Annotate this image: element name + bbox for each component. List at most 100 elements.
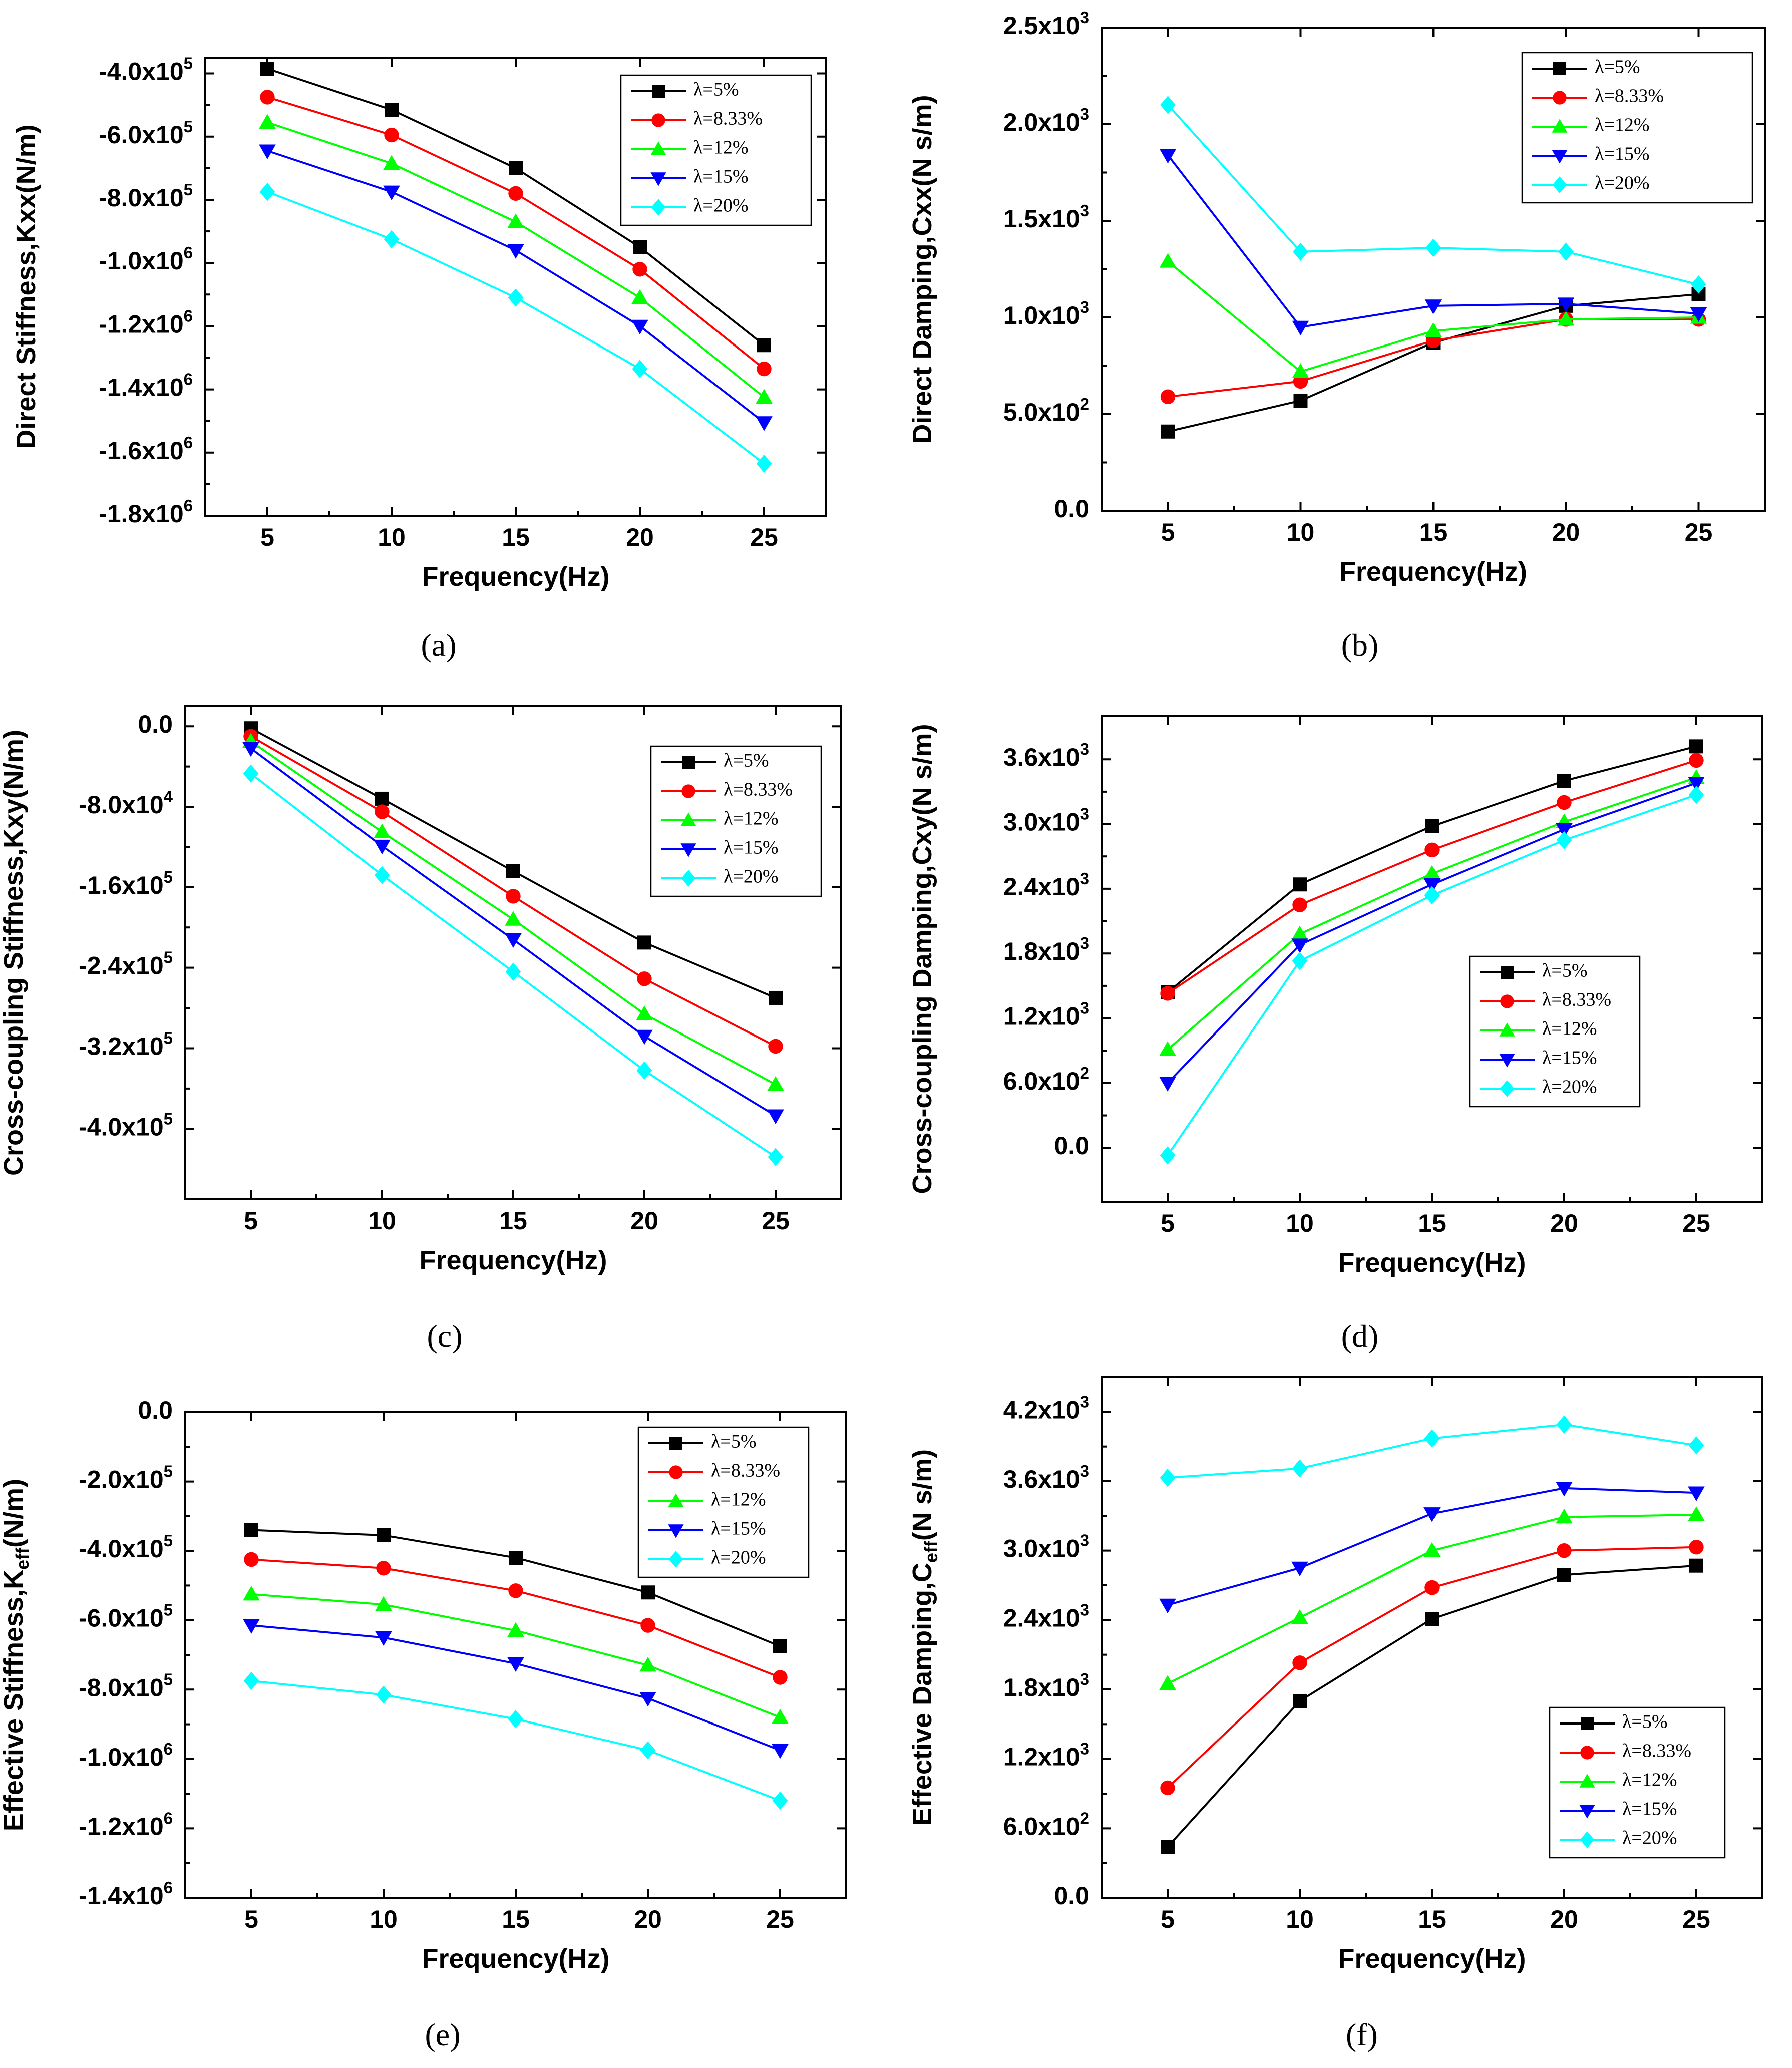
y-tick-label: -2.4x105 — [79, 948, 173, 979]
data-point — [243, 1671, 259, 1690]
series-line — [1167, 260, 1699, 373]
legend-marker — [1553, 62, 1566, 75]
legend-label: λ=15% — [1595, 144, 1650, 165]
legend-label: λ=12% — [1542, 1018, 1597, 1040]
data-point — [637, 935, 651, 950]
data-point — [375, 1596, 392, 1611]
legend-label: λ=20% — [1622, 1828, 1677, 1849]
y-tick-label: 0.0 — [138, 710, 173, 738]
legend-marker — [650, 172, 666, 186]
panel-caption: (d) — [1341, 1318, 1379, 1354]
data-point — [1293, 242, 1308, 261]
data-point — [641, 1585, 655, 1600]
data-point — [631, 319, 648, 335]
legend: λ=5% λ=8.33% λ=12% λ=15% λ=20% — [1521, 52, 1753, 204]
data-point — [1424, 1580, 1440, 1595]
series-3 — [242, 742, 784, 1124]
data-point — [767, 1076, 784, 1091]
chart-panel-a: 5 10 15 20 25 -4.0x105 -6.0x105 -8.0x105 -1.0x10… — [11, 54, 827, 663]
series-line — [251, 1679, 781, 1802]
legend-label: λ=12% — [1595, 115, 1650, 136]
data-point — [376, 1685, 392, 1704]
series-1 — [260, 90, 772, 377]
data-point — [509, 1551, 523, 1565]
data-point — [1556, 831, 1572, 850]
data-point — [637, 971, 652, 986]
data-point — [1425, 1612, 1439, 1626]
data-point — [1557, 311, 1575, 326]
data-point — [773, 1670, 788, 1685]
data-point — [1424, 842, 1440, 857]
data-point — [631, 289, 648, 304]
y-tick-label: -1.4x106 — [99, 370, 193, 401]
data-point — [1423, 878, 1441, 893]
data-point — [1292, 897, 1307, 912]
y-tick-label: 2.0x103 — [1003, 105, 1089, 136]
data-point — [374, 866, 390, 884]
y-tick-label: 1.5x103 — [1003, 201, 1089, 233]
series-3 — [1159, 1482, 1705, 1614]
data-point — [506, 889, 521, 904]
data-point — [508, 186, 523, 201]
data-point — [1688, 1486, 1705, 1501]
legend-marker — [1552, 119, 1568, 133]
y-tick-label: -1.0x106 — [99, 243, 193, 275]
y-tick-label: -6.0x105 — [99, 117, 193, 148]
data-point — [636, 1061, 652, 1080]
chart-panel-f: 5 10 15 20 25 0.0 6.0x102 1.2x103 1.8x103 2.4x103… — [907, 1376, 1763, 2052]
legend-label: λ=12% — [693, 137, 749, 158]
x-tick-label: 15 — [1419, 518, 1448, 546]
data-point — [1557, 774, 1571, 788]
y-tick-label: -8.0x105 — [99, 180, 193, 212]
legend-marker — [668, 1493, 684, 1507]
data-point — [1558, 242, 1574, 261]
y-axis-title: Direct Damping,Cxx(N s/m) — [907, 95, 937, 443]
y-tick-label: -4.0x105 — [79, 1109, 173, 1141]
legend-label: λ=8.33% — [711, 1460, 780, 1481]
x-tick-label: 10 — [378, 523, 406, 551]
data-point — [639, 1692, 656, 1707]
data-point — [507, 213, 524, 228]
data-point — [1690, 307, 1707, 322]
panel-caption: (e) — [425, 2017, 460, 2052]
panel-caption: (b) — [1341, 627, 1379, 663]
x-axis-title: Frequency(Hz) — [1339, 557, 1527, 587]
data-point — [1159, 1077, 1176, 1092]
data-point — [383, 185, 400, 200]
y-axis-title: Effective Damping,Ceff(N s/m) — [907, 1449, 941, 1826]
data-point — [1160, 389, 1176, 404]
x-tick-label: 15 — [502, 523, 530, 551]
legend-label: λ=15% — [1542, 1048, 1597, 1069]
data-point — [757, 361, 772, 377]
data-point — [1161, 424, 1175, 439]
data-point — [508, 1583, 523, 1598]
data-point — [1291, 1561, 1308, 1577]
data-point — [505, 911, 522, 926]
legend-label: λ=8.33% — [724, 779, 793, 800]
data-point — [1689, 753, 1704, 768]
y-tick-label: -8.0x104 — [79, 787, 173, 819]
data-point — [505, 933, 522, 948]
series-3 — [1159, 149, 1707, 336]
x-tick-label: 15 — [1418, 1209, 1446, 1237]
data-point — [505, 962, 521, 981]
data-point — [259, 144, 276, 159]
chart-panel-c: 5 10 15 20 25 0.0 -8.0x104 -1.6x105 -2.4x105 -3.2… — [0, 705, 842, 1354]
data-point — [1689, 1540, 1704, 1555]
y-tick-label: 3.0x103 — [1003, 804, 1089, 836]
data-point — [1160, 1468, 1176, 1487]
x-tick-label: 20 — [1550, 1905, 1578, 1933]
data-point — [385, 103, 399, 117]
x-tick-label: 10 — [368, 1207, 396, 1235]
data-point — [1688, 786, 1704, 804]
legend-label: λ=20% — [724, 866, 779, 887]
data-point — [507, 1657, 524, 1672]
legend-label: λ=8.33% — [1622, 1741, 1691, 1762]
legend-label: λ=15% — [724, 837, 779, 858]
x-tick-label: 15 — [502, 1905, 530, 1933]
data-point — [384, 230, 400, 249]
y-tick-label: -8.0x105 — [79, 1670, 173, 1701]
data-point — [768, 1039, 783, 1054]
legend-marker — [681, 870, 696, 887]
series-0 — [1161, 1558, 1703, 1854]
